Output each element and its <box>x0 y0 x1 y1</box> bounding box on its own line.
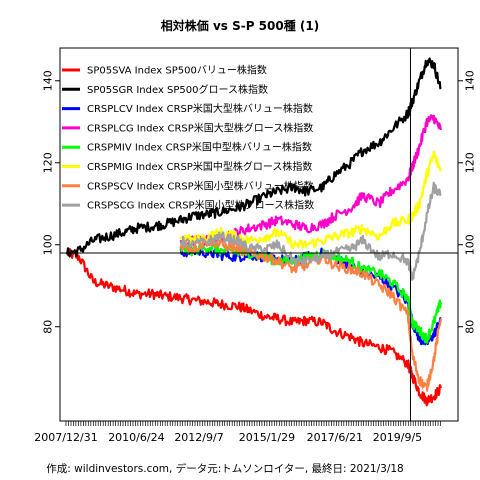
x-tick-label: 2007/12/31 <box>34 431 97 444</box>
x-tick-label: 2015/1/29 <box>239 431 295 444</box>
chart-title: 相対株価 vs S-P 500種 (1) <box>161 18 319 33</box>
series-line-2 <box>66 57 442 258</box>
legend-label-3: CRSPLCV Index CRSP米国大型株バリュー株指数 <box>87 102 313 115</box>
y-axis-left: 80 100 120 140 <box>42 70 60 334</box>
x-minor-ticks <box>65 421 441 426</box>
x-axis: 2007/12/31 2010/6/24 2012/9/7 2015/1/29 2017… <box>34 421 441 444</box>
legend-label-4: CRSPLCG Index CRSP米国大型株グロース株指数 <box>87 121 313 134</box>
y-tick-label-left: 100 <box>42 234 55 255</box>
chart-caption: 作成: wildinvestors.com, データ元:トムソンロイター, 最終… <box>46 462 403 475</box>
x-tick-label: 2019/9/5 <box>373 431 422 444</box>
y-tick-label-right: 80 <box>464 320 477 334</box>
legend-label-1: SP05SVA Index SP500バリュー株指数 <box>87 64 267 77</box>
reference-lines <box>60 48 458 421</box>
y-tick-label-left: 140 <box>42 70 55 91</box>
x-tick-label: 2017/6/21 <box>307 431 363 444</box>
legend-label-5: CRSPMIV Index CRSP米国中型株バリュー株指数 <box>87 141 312 154</box>
y-axis-right: 80 100 120 140 <box>458 70 477 334</box>
legend-label-6: CRSPMIG Index CRSP米国中型株グロース株指数 <box>87 160 312 173</box>
legend-label-7: CRSPSCV Index CRSP米国小型株バリュー株指数 <box>87 179 314 192</box>
legend-label-8: CRSPSCG Index CRSP米国小型株グロース株指数 <box>87 199 314 212</box>
series-line-1 <box>66 247 442 407</box>
y-tick-label-right: 120 <box>464 152 477 173</box>
y-tick-label-left: 80 <box>42 320 55 334</box>
x-tick-label: 2012/9/7 <box>174 431 223 444</box>
plot-frame <box>59 47 459 422</box>
series-line-8 <box>179 181 442 281</box>
y-tick-label-left: 120 <box>42 152 55 173</box>
legend: SP05SVA Index SP500バリュー株指数 SP05SGR Index … <box>62 64 314 212</box>
series-line-6 <box>179 150 442 249</box>
y-tick-label-right: 100 <box>464 234 477 255</box>
x-tick-label: 2010/6/24 <box>108 431 164 444</box>
series-layer <box>66 57 442 407</box>
y-tick-label-right: 140 <box>464 70 477 91</box>
legend-label-2: SP05SGR Index SP500グロース株指数 <box>87 83 268 96</box>
